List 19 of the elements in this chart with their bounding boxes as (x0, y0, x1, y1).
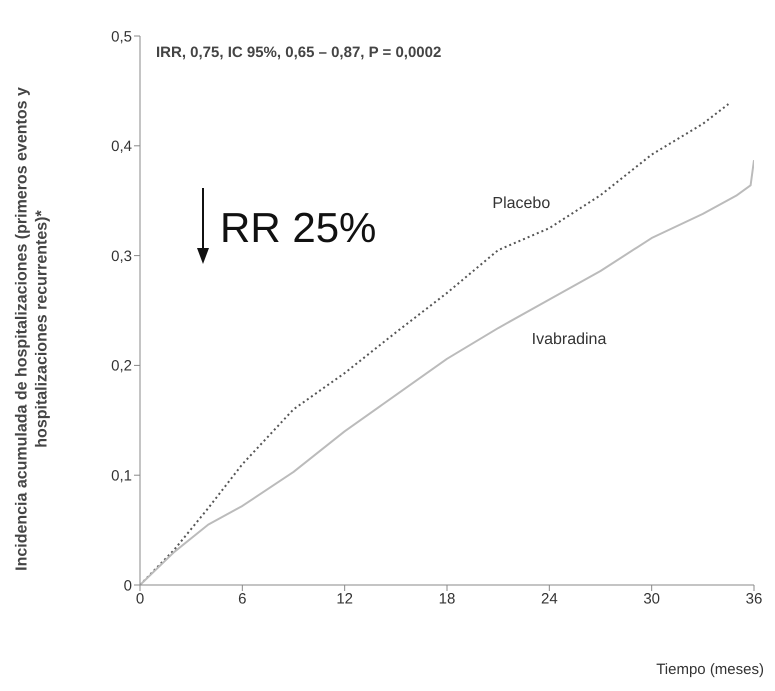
y-tick-label: 0,3 (111, 248, 132, 265)
series-label: Ivabradina (532, 330, 606, 348)
y-tick-label: 0,1 (111, 468, 132, 485)
y-tick-label: 0 (124, 577, 132, 594)
x-tick-label: 12 (336, 590, 354, 608)
x-tick-label: 18 (438, 590, 456, 608)
y-axis-title: Incidencia acumulada de hospitalizaciones (primeros eventos y hospitalizaciones recurrentes)* (12, 86, 51, 572)
annotation: RR 25% (220, 204, 376, 252)
x-tick-label: 36 (746, 590, 762, 608)
x-tick-label: 30 (643, 590, 660, 608)
series-label: Placebo (492, 195, 550, 214)
x-tick-label: 0 (136, 590, 144, 608)
x-axis-title: Tiempo (meses) (656, 661, 764, 678)
x-tick-label: 24 (540, 590, 558, 608)
y-tick-label: 0,5 (111, 28, 132, 46)
annotation: IRR, 0,75, IC 95%, 0,65 – 0,87, P = 0,0002 (156, 44, 442, 61)
y-tick-label: 0,4 (111, 138, 132, 156)
x-tick-label: 6 (238, 590, 247, 608)
y-tick-label: 0,2 (111, 358, 132, 375)
